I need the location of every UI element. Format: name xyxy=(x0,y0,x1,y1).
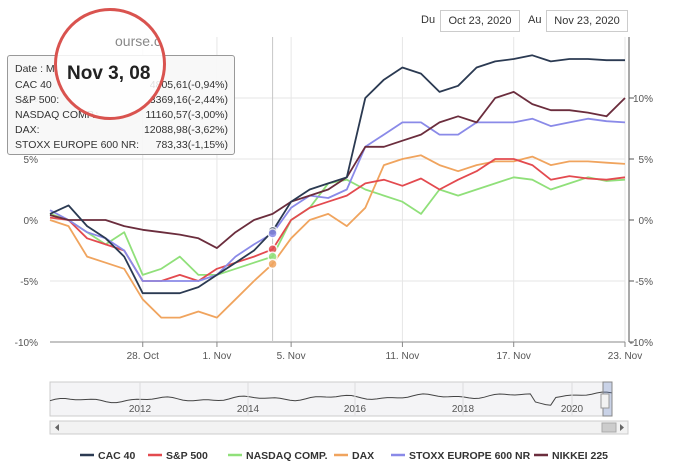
tooltip-series-name: S&P 500: xyxy=(15,94,60,106)
x-tick-label: 5. Nov xyxy=(277,351,306,362)
y-tick-label-left: 0% xyxy=(24,216,39,227)
y-tick-label-right: -10% xyxy=(630,338,653,349)
legend-item-label[interactable]: NASDAQ COMP. xyxy=(246,450,328,462)
magnifier-lens: ourse.com Nov 3, 08 xyxy=(54,8,166,120)
y-tick-label-left: -10% xyxy=(15,338,38,349)
y-tick-label-left: -5% xyxy=(20,277,38,288)
legend-item-label[interactable]: NIKKEI 225 xyxy=(552,450,608,462)
navigator-year-label: 2014 xyxy=(237,404,260,415)
y-tick-label-right: 0% xyxy=(639,216,654,227)
legend-item-label[interactable]: STOXX EUROPE 600 NR xyxy=(409,450,531,462)
tooltip-series-value: 11160,57(-3,00%) xyxy=(145,109,229,121)
magnified-date: Nov 3, 08 xyxy=(67,63,151,84)
tooltip-date-label: Date : M xyxy=(15,63,55,75)
legend-item-label[interactable]: CAC 40 xyxy=(98,450,136,462)
x-tick-label: 28. Oct xyxy=(127,351,159,362)
legend-item-label[interactable]: DAX xyxy=(352,450,374,462)
series-line-nikkei-225 xyxy=(49,91,626,250)
from-date-input[interactable]: Oct 23, 2020 xyxy=(440,10,520,32)
series-line-stoxx-europe-600-nr xyxy=(49,117,626,282)
x-tick-label: 1. Nov xyxy=(202,351,231,362)
scroll-right-arrow-icon[interactable] xyxy=(620,424,624,431)
tooltip-series-name: DAX: xyxy=(15,124,40,136)
tooltip-series-value: 12088,98(-3,62%) xyxy=(143,124,228,136)
navigator-handle[interactable] xyxy=(600,393,610,409)
navigator-series xyxy=(49,391,613,406)
tooltip-series-name: STOXX EUROPE 600 NR: xyxy=(15,139,140,151)
navigator-year-label: 2016 xyxy=(344,404,367,415)
tooltip-series-value: 3369,16(-2,44%) xyxy=(149,94,228,106)
to-date-input[interactable]: Nov 23, 2020 xyxy=(546,10,628,32)
y-tick-label-left: 5% xyxy=(24,155,39,166)
scrollbar-thumb[interactable] xyxy=(601,422,617,433)
legend-item-label[interactable]: S&P 500 xyxy=(166,450,208,462)
magnified-brand-text: ourse.com xyxy=(115,33,163,49)
series-line-cac-40 xyxy=(49,54,625,295)
x-tick-label: 11. Nov xyxy=(386,351,420,362)
hover-marker xyxy=(267,258,278,270)
navigator-year-label: 2018 xyxy=(452,404,475,415)
tooltip-series-name: CAC 40 xyxy=(15,79,52,91)
scroll-left-arrow-icon[interactable] xyxy=(55,424,59,431)
from-label: Du xyxy=(421,14,436,26)
y-tick-label-right: 10% xyxy=(633,94,653,105)
tooltip-series-value: 783,33(-1,15%) xyxy=(155,139,228,151)
series-line-nasdaq-comp- xyxy=(49,176,626,276)
x-tick-label: 23. Nov xyxy=(608,351,642,362)
hover-marker xyxy=(267,228,278,239)
navigator-year-label: 2012 xyxy=(129,404,152,415)
y-tick-label-right: -5% xyxy=(635,277,653,288)
y-tick-label-right: 5% xyxy=(639,155,654,166)
tooltip-series-value: 4805,61(-0,94%) xyxy=(149,79,228,91)
scrollbar-track[interactable] xyxy=(49,420,629,435)
series-line-dax xyxy=(49,154,626,319)
x-tick-label: 17. Nov xyxy=(496,351,530,362)
tooltip-series-name: NASDAQ COMP.: xyxy=(15,109,99,121)
to-label: Au xyxy=(528,14,542,26)
navigator-year-label: 2020 xyxy=(561,404,584,415)
